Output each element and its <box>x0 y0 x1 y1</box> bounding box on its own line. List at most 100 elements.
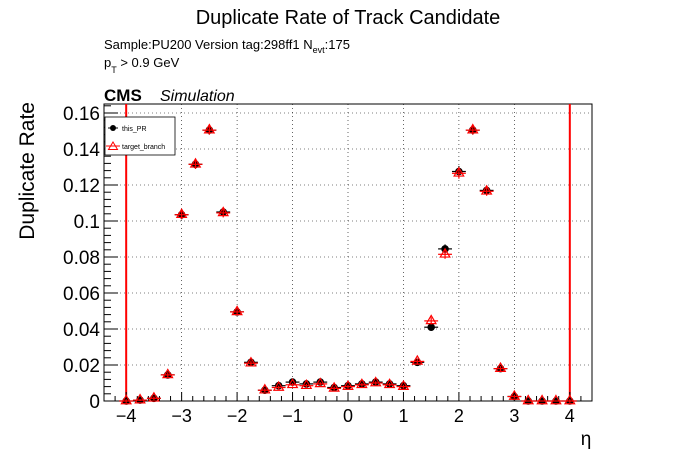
target_branch-point-30 <box>535 394 550 405</box>
target_branch-point-24 <box>451 166 466 179</box>
x-tick-label-7: 3 <box>509 406 519 426</box>
target_branch-point-15 <box>327 381 342 392</box>
this_PR-marker-12 <box>288 378 297 386</box>
target_branch-point-25 <box>465 123 480 135</box>
target_branch-point-21 <box>410 354 425 365</box>
target_branch-point-7 <box>216 206 231 218</box>
target_branch-marker-19 <box>383 378 396 389</box>
target_branch-marker-8 <box>231 305 243 316</box>
target_branch-point-11 <box>271 380 286 391</box>
target_branch-marker-12 <box>286 378 299 389</box>
legend-target-branch-label: target_branch <box>122 144 165 151</box>
target_branch-marker-20 <box>397 379 410 390</box>
target_branch-marker-23 <box>439 247 451 258</box>
y-axis-ticks: 0 0.02 0.04 0.06 0.08 0.1 0.12 0.14 0.16 <box>63 104 118 413</box>
pt-symbol: p <box>104 55 111 70</box>
target_branch-marker-29 <box>522 394 535 405</box>
x-tick-label-5: 1 <box>398 406 408 426</box>
target_branch-marker-11 <box>272 380 285 391</box>
cms-simulation-label: Simulation <box>160 88 235 105</box>
target_branch-point-16 <box>341 379 355 390</box>
x-tick-label-6: 2 <box>454 406 464 426</box>
y-tick-label-5: 0.1 <box>74 212 100 233</box>
grid <box>104 104 592 401</box>
target_branch-point-6 <box>202 123 217 135</box>
pt-cut-value: > 0.9 GeV <box>117 55 180 70</box>
x-axis-ticks: −4 −3 −2 −1 0 1 2 3 4 <box>103 392 593 426</box>
target_branch-marker-14 <box>314 377 327 388</box>
target_branch-marker-7 <box>217 206 230 217</box>
y-tick-label-7: 0.14 <box>63 140 100 161</box>
target_branch-marker-3 <box>161 368 174 379</box>
target_branch-marker-0 <box>120 394 133 405</box>
target_branch-marker-26 <box>480 184 493 195</box>
this_PR-point-12 <box>285 378 300 386</box>
target_branch-point-9 <box>244 356 258 367</box>
target_branch-point-5 <box>188 157 203 169</box>
target_branch-point-3 <box>160 368 175 379</box>
x-tick-label-1: −3 <box>171 406 192 426</box>
target_branch-point-28 <box>507 389 522 400</box>
chart-title: Duplicate Rate of Track Candidate <box>196 7 501 29</box>
target_branch-point-32 <box>562 394 577 405</box>
target_branch-point-1 <box>133 393 147 404</box>
target_branch-marker-18 <box>369 376 382 387</box>
legend: this_PR target_branch <box>104 116 176 156</box>
nevt-subscript: evt <box>313 45 326 55</box>
this_PR-marker-22 <box>427 323 435 332</box>
target_branch-point-26 <box>479 184 494 196</box>
x-tick-label-0: −4 <box>116 406 137 426</box>
target_branch-point-27 <box>493 361 508 372</box>
y-tick-label-1: 0.02 <box>63 356 100 377</box>
target_branch-point-8 <box>230 305 245 316</box>
cms-label: CMS <box>104 86 142 105</box>
legend-this-pr-marker <box>110 125 116 131</box>
target_branch-point-22 <box>424 314 439 325</box>
target_branch-marker-30 <box>536 394 548 405</box>
target_branch-point-14 <box>313 377 328 388</box>
y-tick-label-6: 0.12 <box>63 176 100 197</box>
target_branch-point-4 <box>174 208 189 220</box>
target_branch-point-17 <box>354 378 369 389</box>
legend-entry-target-branch: target_branch <box>106 141 165 151</box>
pt-cut-line: pT > 0.9 GeV <box>104 55 180 75</box>
pt-subscript: T <box>111 65 117 75</box>
target_branch-marker-6 <box>203 123 216 134</box>
target_branch-point-31 <box>549 394 563 405</box>
target_branch-marker-9 <box>245 356 257 367</box>
target_branch-marker-21 <box>411 354 424 365</box>
target_branch-point-10 <box>257 383 272 394</box>
y-tick-label-4: 0.08 <box>63 248 100 269</box>
target_branch-marker-2 <box>148 391 160 402</box>
target_branch-marker-15 <box>328 381 340 392</box>
target_branch-marker-13 <box>300 379 313 390</box>
y-tick-label-2: 0.04 <box>63 320 100 341</box>
y-axis-label: Duplicate Rate <box>16 102 39 240</box>
target_branch-point-0 <box>119 394 134 405</box>
series-markers <box>119 123 577 405</box>
legend-entry-this-pr: this_PR <box>108 125 147 133</box>
target_branch-marker-24 <box>453 166 465 177</box>
series-this_PR <box>119 125 577 405</box>
nevt-value: :175 <box>325 37 350 52</box>
target_branch-marker-16 <box>342 379 354 390</box>
target_branch-marker-31 <box>550 394 562 405</box>
target_branch-marker-10 <box>258 383 271 394</box>
target_branch-marker-1 <box>134 393 146 404</box>
y-tick-label-3: 0.06 <box>63 284 100 305</box>
sample-info-line: Sample:PU200 Version tag:298ff1 Nevt:175 <box>104 37 350 55</box>
target_branch-point-18 <box>368 376 383 387</box>
x-tick-label-4: 0 <box>343 406 353 426</box>
target_branch-marker-28 <box>508 389 521 400</box>
target_branch-point-29 <box>521 394 536 405</box>
target_branch-marker-4 <box>175 208 188 219</box>
x-tick-label-3: −1 <box>282 406 303 426</box>
this_PR-point-22 <box>424 323 439 332</box>
y-tick-label-0: 0 <box>89 392 100 413</box>
target_branch-point-2 <box>146 391 161 402</box>
target_branch-marker-32 <box>563 394 576 405</box>
target_branch-point-20 <box>396 379 411 390</box>
target_branch-point-23 <box>438 247 452 259</box>
